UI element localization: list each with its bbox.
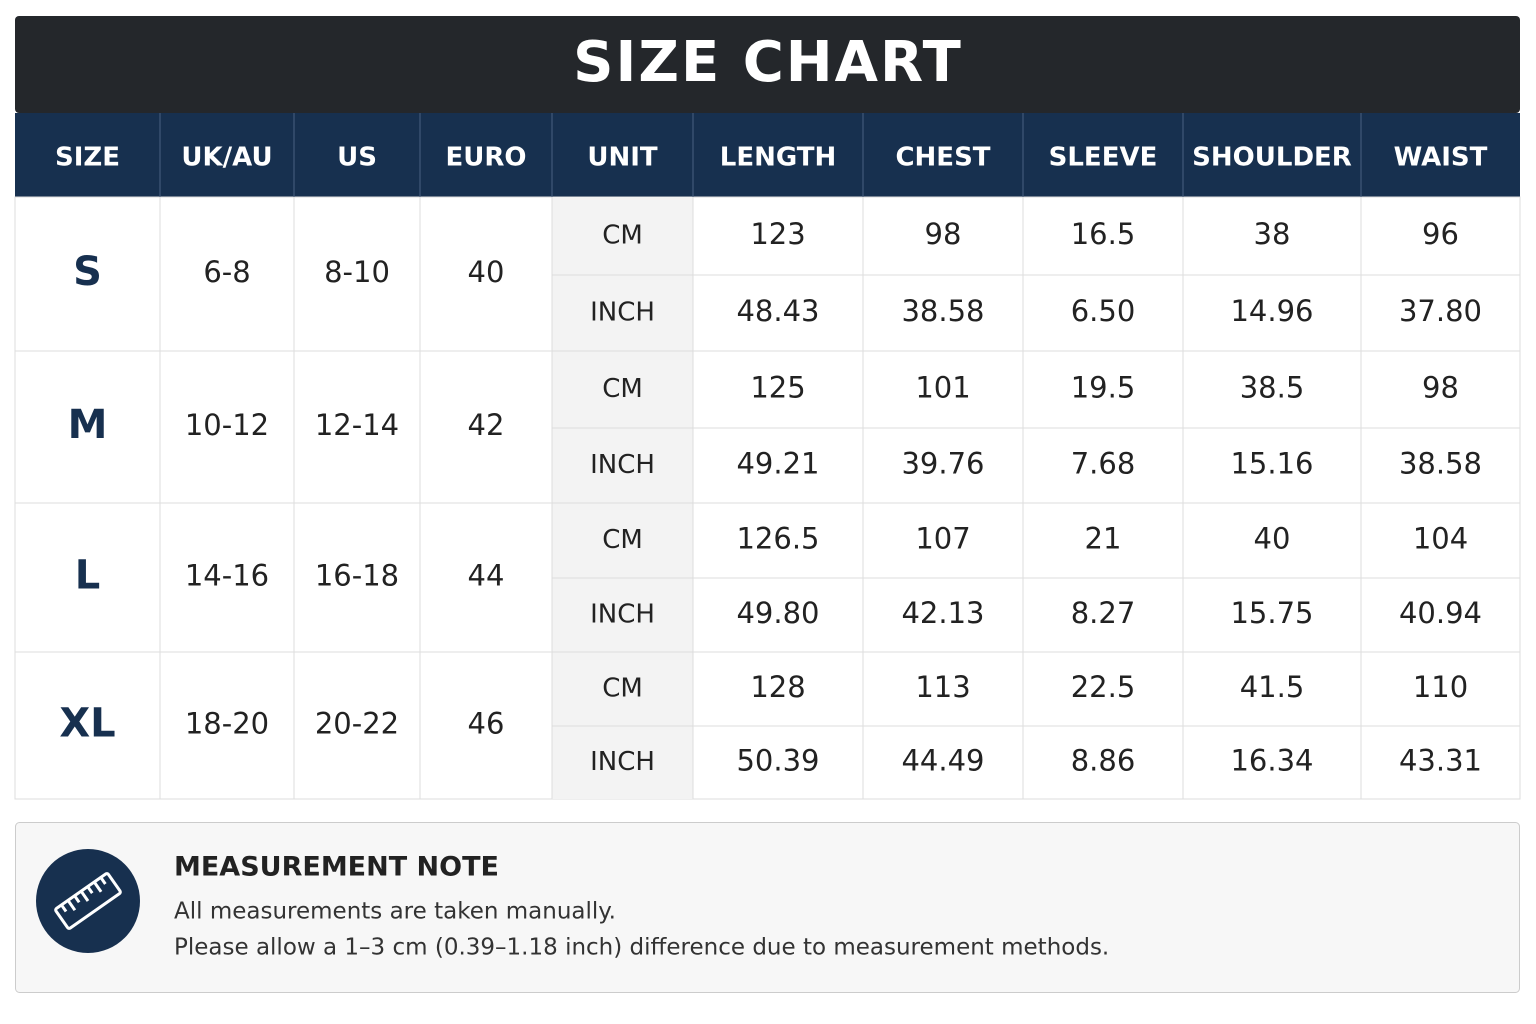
cell: 46: [468, 707, 505, 741]
measurement: 49.80: [736, 596, 819, 630]
column-header: SIZE: [55, 143, 120, 173]
measurement: 14.96: [1230, 294, 1313, 328]
measurement: 113: [915, 670, 970, 704]
cell: 18-20: [185, 707, 269, 741]
size-label: L: [75, 553, 101, 599]
cell: 6-8: [203, 255, 250, 289]
unit-label: CM: [602, 525, 643, 555]
measurement: 101: [915, 371, 970, 405]
measurement: 38.58: [901, 294, 984, 328]
cell: 42: [468, 408, 505, 442]
measurement: 6.50: [1071, 294, 1136, 328]
cell: 16-18: [315, 559, 399, 593]
measurement: 38: [1254, 217, 1291, 251]
measurement: 40: [1254, 522, 1291, 556]
measurement: 44.49: [901, 744, 984, 778]
column-header: CHEST: [895, 143, 990, 173]
ruler-icon: [36, 849, 140, 953]
column-header: UNIT: [587, 143, 658, 173]
column-header: SLEEVE: [1049, 143, 1158, 173]
measurement: 98: [1422, 371, 1459, 405]
size-label: M: [68, 402, 108, 448]
measurement: 7.68: [1071, 447, 1136, 481]
note-line: All measurements are taken manually.: [174, 899, 616, 925]
measurement: 128: [750, 670, 805, 704]
page-title: SIZE CHART: [573, 30, 963, 95]
column-header: SHOULDER: [1192, 143, 1352, 173]
unit-label: INCH: [590, 747, 655, 777]
measurement: 39.76: [901, 447, 984, 481]
header-row: [15, 113, 1520, 197]
unit-label: CM: [602, 374, 643, 404]
measurement: 38.5: [1240, 371, 1305, 405]
table-body: [14, 196, 1521, 800]
unit-column: [552, 197, 693, 799]
measurement: 19.5: [1071, 371, 1136, 405]
unit-label: CM: [602, 221, 643, 251]
measurement: 38.58: [1399, 447, 1482, 481]
cell: 20-22: [315, 707, 399, 741]
measurement: 15.16: [1230, 447, 1313, 481]
measurement: 40.94: [1399, 596, 1482, 630]
measurement: 8.27: [1071, 596, 1136, 630]
cell: 12-14: [315, 408, 399, 442]
cell: 10-12: [185, 408, 269, 442]
measurement: 104: [1413, 522, 1468, 556]
measurement: 126.5: [736, 522, 819, 556]
size-label: XL: [59, 701, 115, 747]
title-bar: [15, 16, 1520, 113]
measurement: 125: [750, 371, 805, 405]
measurement: 37.80: [1399, 294, 1482, 328]
column-header: US: [337, 143, 377, 173]
measurement: 98: [925, 217, 962, 251]
unit-label: CM: [602, 674, 643, 704]
column-header: LENGTH: [720, 143, 836, 173]
cell: 14-16: [185, 559, 269, 593]
size-label: S: [73, 249, 102, 295]
column-header: EURO: [446, 143, 527, 173]
measurement: 15.75: [1230, 596, 1313, 630]
measurement: 48.43: [736, 294, 819, 328]
measurement: 107: [915, 522, 970, 556]
column-header: UK/AU: [181, 143, 272, 173]
measurement: 49.21: [736, 447, 819, 481]
cell: 8-10: [324, 255, 390, 289]
note-line: Please allow a 1–3 cm (0.39–1.18 inch) d…: [174, 935, 1109, 961]
note-box: [15, 822, 1520, 993]
unit-label: INCH: [590, 298, 655, 328]
measurement: 16.5: [1071, 217, 1136, 251]
measurement: 110: [1413, 670, 1468, 704]
measurement: 16.34: [1230, 744, 1313, 778]
measurement: 123: [750, 217, 805, 251]
table-grid: [15, 113, 1520, 799]
cell: 40: [468, 255, 505, 289]
measurement: 50.39: [736, 744, 819, 778]
unit-label: INCH: [590, 450, 655, 480]
measurement: 8.86: [1071, 744, 1136, 778]
measurement: 22.5: [1071, 670, 1136, 704]
measurement: 42.13: [901, 596, 984, 630]
table-cells: SIZE UK/AU US EURO UNIT LENGTH CHEST SLEEVE SHOU…: [55, 143, 1488, 778]
cell: 44: [468, 559, 505, 593]
measurement: 43.31: [1399, 744, 1482, 778]
measurement: 96: [1422, 217, 1459, 251]
measurement: 21: [1085, 522, 1122, 556]
measurement: 41.5: [1240, 670, 1305, 704]
unit-label: INCH: [590, 600, 655, 630]
column-header: WAIST: [1394, 143, 1488, 173]
note-title: MEASUREMENT NOTE: [174, 852, 499, 883]
